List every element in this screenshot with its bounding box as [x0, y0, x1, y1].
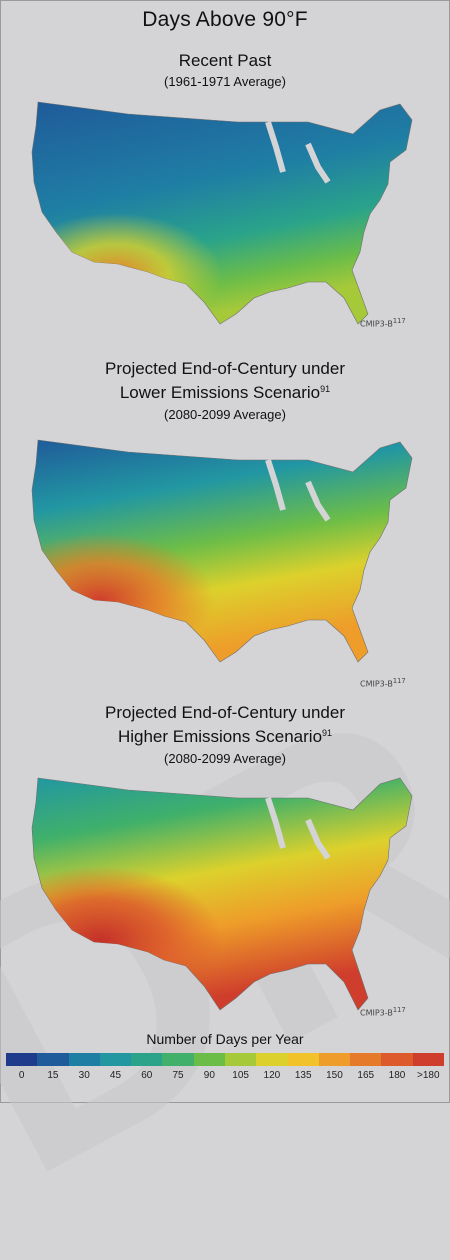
legend-swatch [381, 1053, 413, 1066]
panel-1-subtitle: (1961-1971 Average) [164, 74, 286, 89]
legend-swatch [287, 1053, 319, 1066]
legend-swatch [68, 1053, 100, 1066]
legend-tick-label: 120 [263, 1070, 281, 1081]
legend-swatch [37, 1053, 69, 1066]
panel-1-credit: CMIP3-B117 [360, 317, 406, 329]
legend-swatch [131, 1053, 163, 1066]
legend-swatch [256, 1053, 288, 1066]
legend-title: Number of Days per Year [146, 1031, 304, 1047]
legend-swatch [193, 1053, 225, 1066]
legend-tick-label: 135 [294, 1070, 312, 1081]
panel-1-title: Recent Past [178, 51, 272, 70]
legend-tick-label: 105 [232, 1070, 249, 1081]
map-lower-emissions [31, 439, 413, 663]
legend-tick-label: >180 [417, 1070, 440, 1081]
panel-2-title: Projected End-of-Century under Lower Emis… [104, 359, 346, 402]
legend-swatch [350, 1053, 382, 1066]
panel-3-title: Projected End-of-Century under Higher Emi… [104, 703, 346, 746]
panel-2-credit: CMIP3-B117 [360, 677, 406, 689]
panel-3-subtitle: (2080-2099 Average) [164, 751, 286, 766]
legend-tick-label: 30 [78, 1070, 90, 1081]
legend-tick-label: 165 [357, 1070, 375, 1081]
legend-tick-label: 60 [141, 1070, 153, 1081]
legend-swatch [224, 1053, 257, 1066]
panel-3-credit: CMIP3-B117 [360, 1006, 406, 1018]
map-recent-past [31, 101, 413, 325]
map-higher-emissions [31, 777, 413, 1011]
legend-color-bar [6, 1053, 444, 1066]
legend-tick-label: 0 [18, 1070, 25, 1081]
legend-tick-label: 15 [47, 1070, 59, 1081]
panel-2-subtitle: (2080-2099 Average) [164, 407, 286, 422]
great-lakes [265, 459, 331, 522]
legend-tick-label: 180 [388, 1070, 406, 1081]
legend-tick-label: 45 [109, 1070, 122, 1081]
legend-ticks: 0 15 30 45 60 75 90 105 120 135 150 165 180 >180 [6, 1070, 444, 1081]
legend-swatch [6, 1053, 38, 1066]
legend-tick-label: 150 [326, 1070, 343, 1081]
figure-title: Days Above 90°F [142, 8, 308, 31]
legend-swatch [162, 1053, 194, 1066]
legend-swatch [412, 1053, 444, 1066]
legend-swatch [99, 1053, 132, 1066]
legend-tick-label: 75 [172, 1070, 184, 1081]
legend-tick-label: 90 [203, 1070, 215, 1081]
great-lakes [265, 797, 331, 860]
legend-swatch [318, 1053, 351, 1066]
great-lakes [265, 121, 331, 184]
